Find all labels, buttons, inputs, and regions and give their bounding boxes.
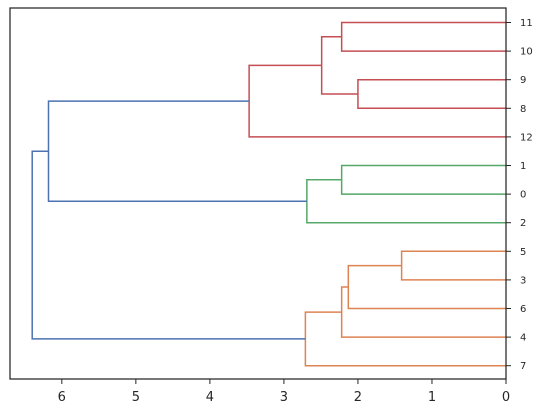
leaf-label: 8	[520, 104, 526, 115]
dendrogram-link-3	[248, 64, 506, 138]
dendrogram-link-7	[400, 250, 506, 281]
x-tick-label: 3	[280, 390, 288, 405]
dendrogram-link-11	[31, 150, 306, 340]
x-tick-label: 6	[58, 390, 66, 405]
leaf-label: 3	[520, 275, 526, 286]
dendrogram-link-10	[304, 311, 506, 367]
leaf-label: 12	[520, 132, 533, 143]
leaf-label: 7	[520, 361, 526, 372]
dendrogram-link-6	[47, 100, 307, 202]
leaf-label: 0	[520, 190, 526, 201]
dendrogram-link-4	[340, 164, 506, 195]
leaf-label: 9	[520, 75, 526, 86]
plot-frame	[9, 7, 507, 380]
x-tick-label: 5	[132, 390, 140, 405]
leaf-label: 4	[520, 333, 526, 344]
leaf-label: 10	[520, 47, 533, 58]
leaf-label: 5	[520, 247, 526, 258]
x-tick-label: 2	[354, 390, 362, 405]
dendrogram-link-5	[306, 179, 506, 224]
leaf-label: 11	[520, 18, 533, 29]
leaf-label: 1	[520, 161, 526, 172]
x-tick-label: 1	[428, 390, 436, 405]
dendrogram-links	[31, 21, 506, 367]
x-tick-label: 0	[502, 390, 510, 405]
dendrogram-link-9	[340, 286, 506, 338]
x-axis: 6 5 4 3 2 1 0	[58, 379, 510, 405]
dendrogram-link-0	[340, 21, 506, 52]
leaf-label: 6	[520, 304, 526, 315]
dendrogram-link-8	[347, 264, 506, 310]
dendrogram-link-2	[320, 36, 358, 95]
dendrogram-link-1	[357, 78, 506, 110]
leaf-label: 2	[520, 218, 526, 229]
x-tick-label: 4	[206, 390, 214, 405]
